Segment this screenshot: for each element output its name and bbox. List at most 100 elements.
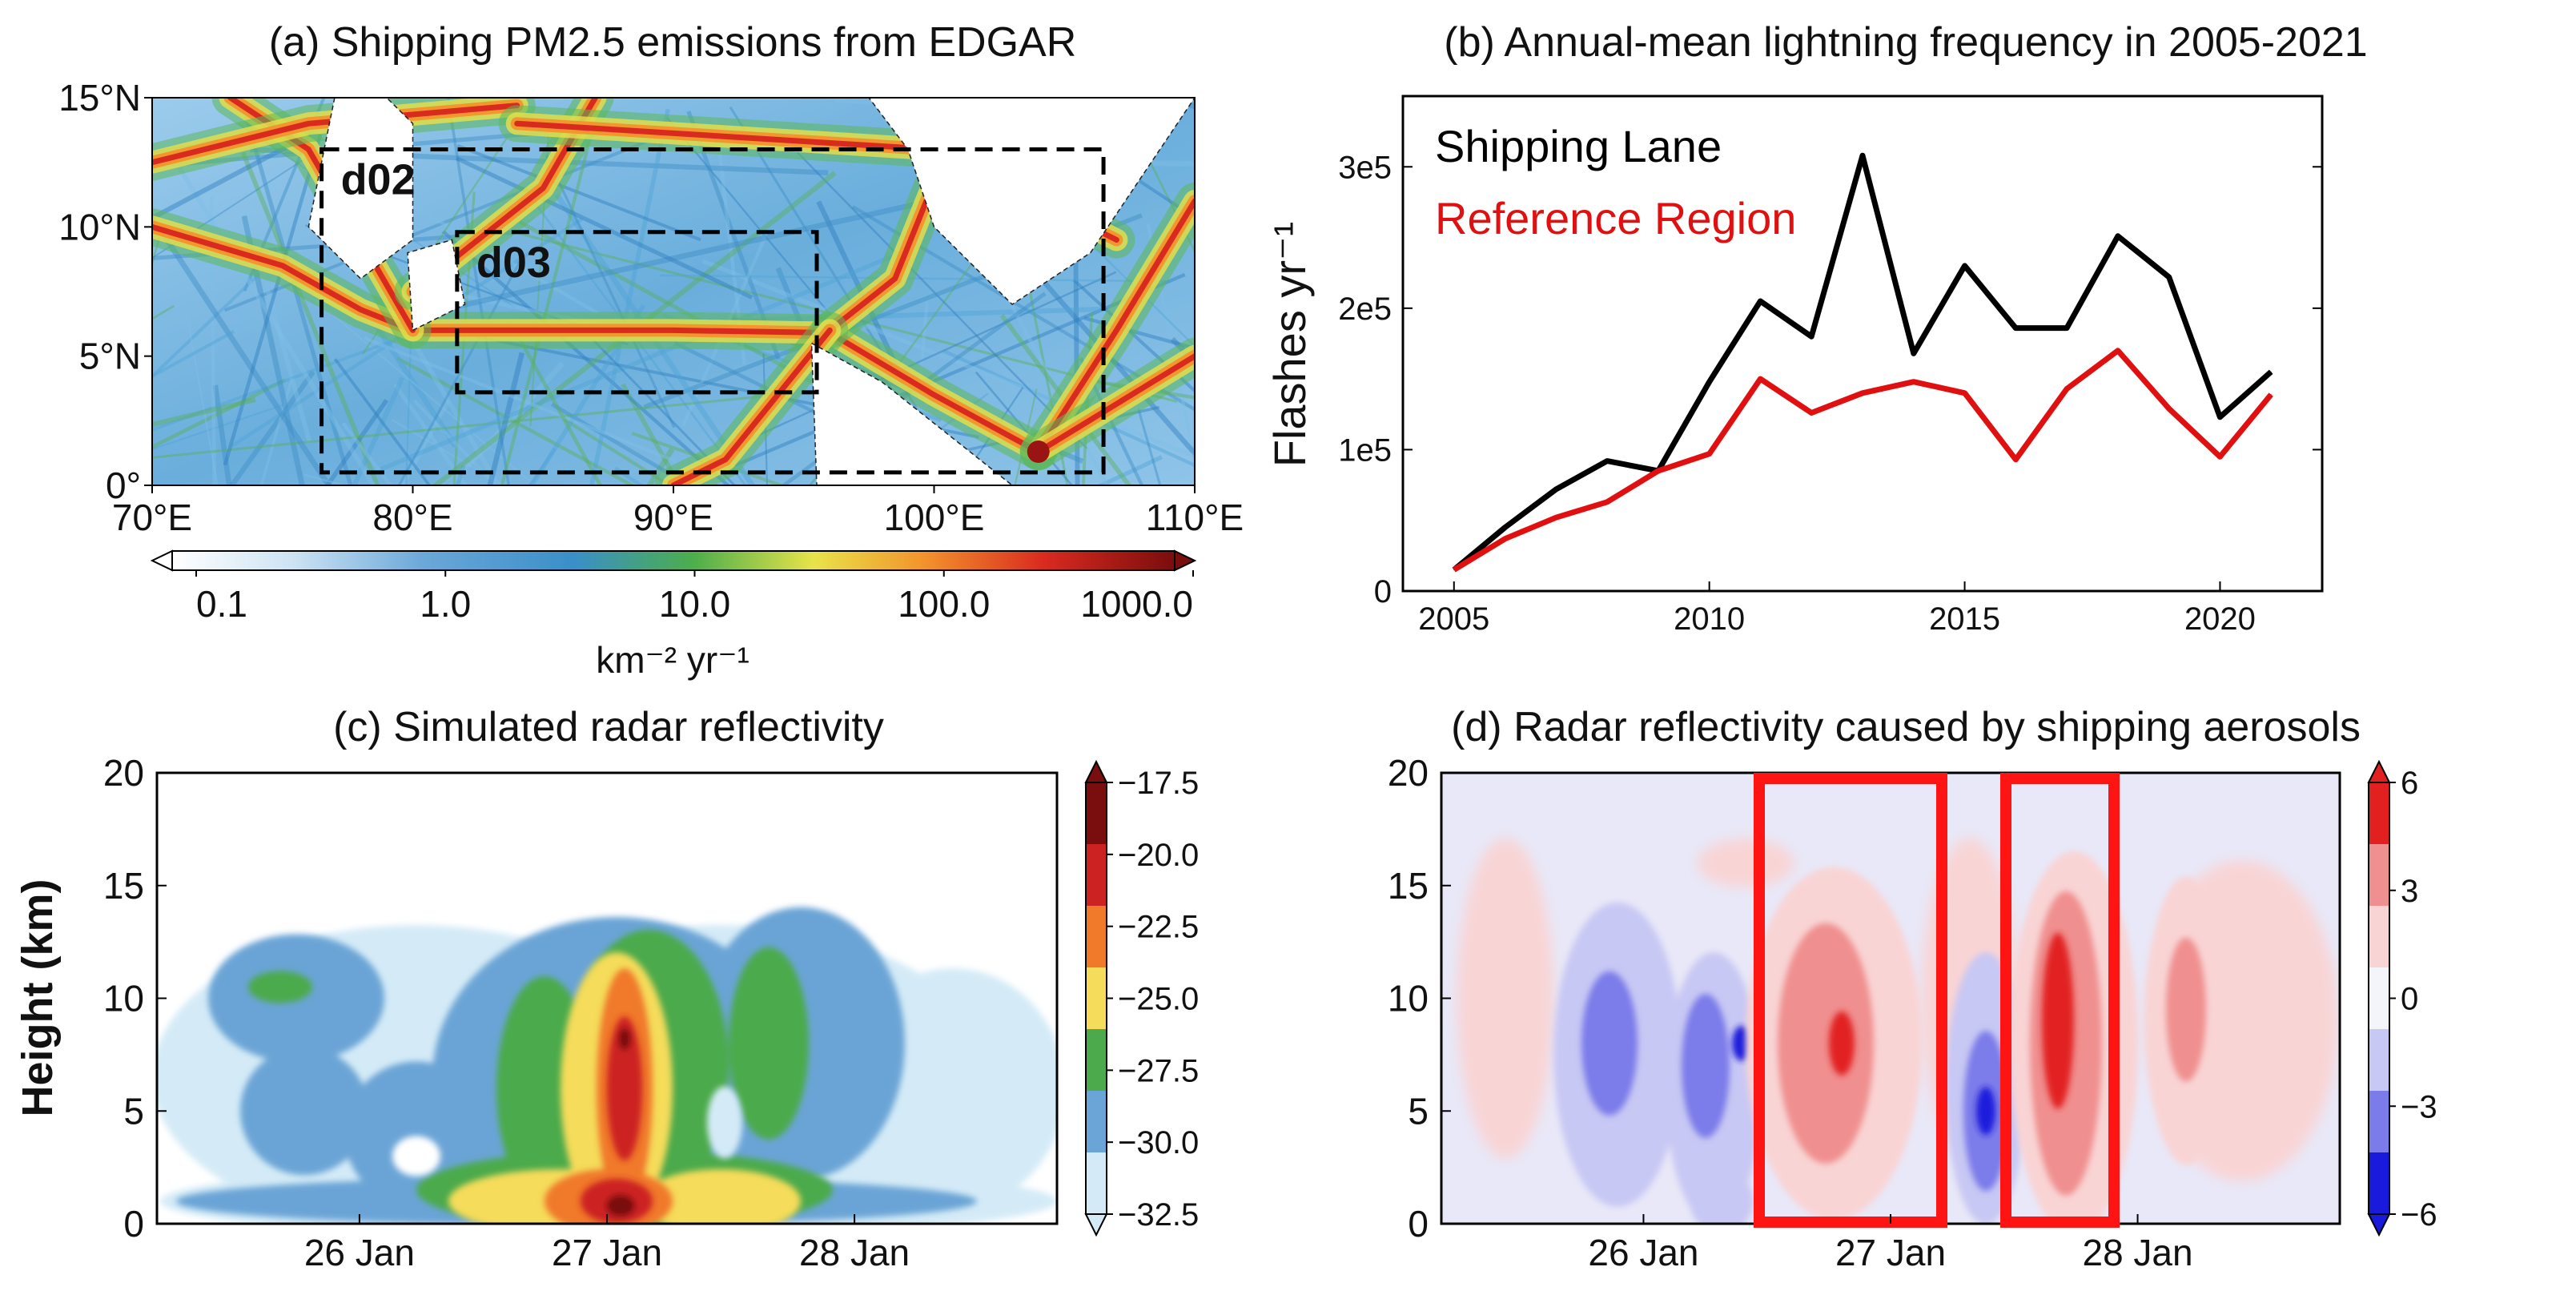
x-tick-label: 27 Jan bbox=[1835, 1232, 1946, 1273]
colorbar-tick-label: 6 bbox=[2401, 766, 2418, 801]
map-ship-track bbox=[152, 142, 294, 221]
map-x-tick-label: 80°E bbox=[372, 497, 452, 538]
map-x-tick-label: 110°E bbox=[1146, 497, 1244, 538]
contour-region bbox=[2042, 932, 2074, 1109]
domain-box-d02 bbox=[319, 147, 1106, 475]
colorbar-segment bbox=[2369, 967, 2389, 1030]
contour-region bbox=[1778, 923, 1874, 1164]
y-tick-label: 5 bbox=[123, 1090, 144, 1132]
map-ship-track bbox=[441, 230, 731, 485]
panel-d-contours bbox=[1457, 838, 2338, 1224]
map-ship-track bbox=[956, 387, 1024, 485]
y-tick-label: 0 bbox=[1408, 1203, 1429, 1245]
map-land-masks bbox=[307, 98, 1195, 485]
map-ship-track bbox=[243, 115, 353, 485]
panel-b-legend: Shipping Lane Reference Region bbox=[1435, 121, 1796, 243]
map-land-sumatra bbox=[810, 342, 1014, 485]
map-ship-track bbox=[241, 215, 305, 485]
map-ship-track bbox=[152, 395, 760, 459]
map-y-tick-label: 5°N bbox=[79, 336, 141, 377]
y-tick-label: 20 bbox=[103, 752, 144, 794]
map-ship-track bbox=[591, 338, 737, 485]
y-tick-label: 20 bbox=[1388, 752, 1429, 794]
series-point-1 bbox=[1759, 378, 1761, 380]
series-point-1 bbox=[1810, 412, 1812, 414]
colorbar-segment bbox=[1086, 906, 1107, 968]
colorbar-extend-max bbox=[1084, 759, 1108, 783]
map-ship-track bbox=[545, 155, 676, 428]
colorbar-segment bbox=[1086, 1029, 1107, 1092]
domain-label-d02: d02 bbox=[341, 156, 416, 204]
x-tick-label: 27 Jan bbox=[552, 1232, 662, 1273]
map-ship-track bbox=[554, 192, 756, 485]
panel-c-title: (c) Simulated radar reflectivity bbox=[333, 704, 884, 750]
map-ship-track bbox=[701, 259, 1195, 459]
contour-region bbox=[707, 1086, 742, 1159]
x-tick-label: 26 Jan bbox=[304, 1232, 415, 1273]
panel-c: (c) Simulated radar reflectivity Height … bbox=[14, 704, 1199, 1273]
domain-label-d03: d03 bbox=[476, 239, 551, 287]
colorbar-extend-max bbox=[2367, 759, 2391, 783]
map-ship-track bbox=[1077, 230, 1195, 348]
colorbar-segment bbox=[1086, 967, 1107, 1030]
legend-entry-1: Reference Region bbox=[1435, 193, 1796, 243]
map-shipping-lane bbox=[670, 327, 833, 485]
map-ship-track bbox=[412, 399, 499, 485]
panel-b-plot-frame bbox=[1401, 95, 2324, 593]
panel-c-contours bbox=[157, 907, 1057, 1224]
map-y-tick-label: 15°N bbox=[58, 77, 141, 119]
y-tick-label: 5 bbox=[1408, 1090, 1429, 1132]
map-ship-track bbox=[209, 197, 217, 485]
map-land-india bbox=[307, 98, 414, 280]
series-point-1 bbox=[1606, 501, 1608, 503]
highlight-box-28-jan bbox=[2000, 773, 2120, 1228]
map-ship-track bbox=[400, 400, 451, 485]
y-tick-label: 15 bbox=[103, 865, 144, 907]
map-y-tick-label: 10°N bbox=[58, 206, 141, 247]
colorbar-tick-label: −32.5 bbox=[1118, 1197, 1199, 1233]
panel-b-ticks: 2005 2010 2015 2020 0 1e5 2e5 3e5 bbox=[1338, 150, 2322, 637]
y-tick-label: 10 bbox=[1388, 978, 1429, 1020]
contour-region bbox=[1682, 993, 1730, 1138]
map-ship-track bbox=[446, 98, 511, 485]
map-ship-track bbox=[152, 340, 393, 432]
map-shipping-lane bbox=[152, 223, 1042, 455]
panel-b-title: (b) Annual-mean lightning frequency in 2… bbox=[1444, 19, 2367, 66]
panel-d-highlight-boxes bbox=[1754, 773, 2120, 1228]
colorbar-tick-label: −6 bbox=[2401, 1197, 2437, 1233]
colorbar-segment bbox=[2369, 1152, 2389, 1215]
map-ship-track bbox=[397, 253, 525, 485]
map-ship-track bbox=[152, 218, 332, 485]
panel-c-colorbar: −17.5 −20.0 −22.5 −25.0 −27.5 −30.0 −32.5 bbox=[1084, 759, 1199, 1237]
map-hotspot-malacca bbox=[1027, 440, 1050, 464]
map-ship-track bbox=[809, 263, 973, 485]
x-tick-label: 2005 bbox=[1418, 601, 1489, 637]
map-ship-track bbox=[391, 418, 506, 485]
map-ship-track bbox=[409, 202, 916, 320]
contour-layer bbox=[1581, 971, 2008, 1192]
contour-region bbox=[2166, 937, 2206, 1082]
panel-d: (d) Radar reflectivity caused by shippin… bbox=[1388, 704, 2437, 1273]
map-ship-track bbox=[456, 143, 701, 242]
series-point-1 bbox=[2015, 459, 2016, 460]
map-ship-track bbox=[263, 282, 312, 443]
y-tick-label: 1e5 bbox=[1338, 432, 1392, 468]
colorbar-tick-label: 3 bbox=[2401, 874, 2418, 909]
map-ship-track bbox=[1063, 159, 1195, 167]
map-ship-track bbox=[521, 186, 747, 485]
map-ship-track bbox=[452, 191, 476, 485]
colorbar-segment bbox=[1086, 1091, 1107, 1153]
contour-layer bbox=[581, 1016, 653, 1224]
contour-region bbox=[1976, 1087, 1995, 1136]
colorbar-tick-label: 100.0 bbox=[898, 583, 990, 625]
x-tick-label: 26 Jan bbox=[1588, 1232, 1698, 1273]
y-tick-label: 3e5 bbox=[1338, 150, 1392, 185]
contour-layer bbox=[392, 1086, 742, 1176]
colorbar-extend-min bbox=[1084, 1213, 1108, 1237]
map-ship-track bbox=[788, 143, 1088, 449]
colorbar-tick-label: 1000.0 bbox=[1080, 583, 1193, 625]
map-ship-track bbox=[500, 142, 591, 485]
map-ship-track bbox=[152, 272, 261, 379]
map-ship-track bbox=[152, 404, 283, 451]
